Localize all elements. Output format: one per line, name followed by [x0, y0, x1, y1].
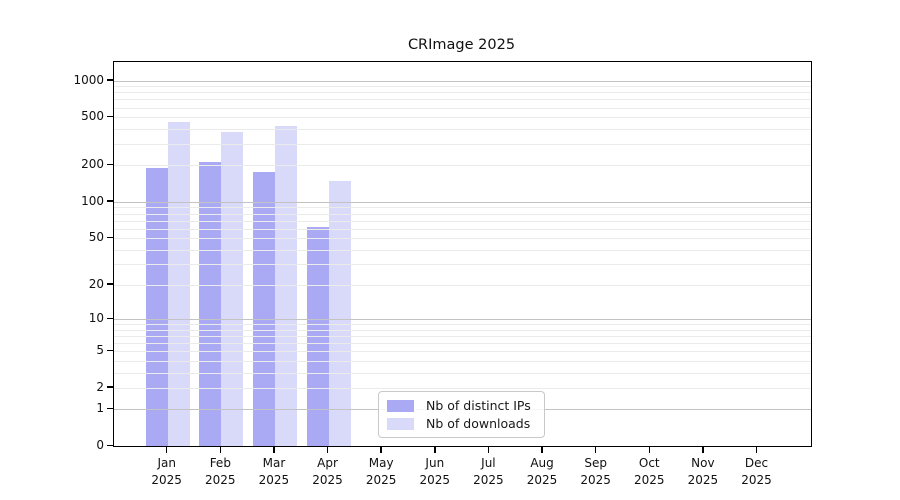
- y-tick-mark: [107, 386, 113, 388]
- x-tick-mark: [702, 446, 704, 453]
- y-tick-label: 100: [81, 193, 104, 208]
- gridline: [114, 117, 811, 119]
- legend-label-distinct-ips: Nb of distinct IPs: [426, 398, 531, 413]
- x-tick-label: Feb 2025: [205, 456, 236, 487]
- legend-label-downloads: Nb of downloads: [426, 416, 531, 431]
- x-tick-label: May 2025: [365, 456, 397, 487]
- x-tick-mark: [219, 446, 222, 453]
- x-tick-mark: [487, 446, 490, 453]
- gridline: [114, 284, 811, 286]
- x-tick-label: Jul 2025: [473, 456, 504, 487]
- bar-downloads: [328, 180, 351, 446]
- gridline: [114, 207, 811, 209]
- legend-item-downloads: Nb of downloads: [387, 415, 536, 432]
- gridline: [114, 92, 811, 94]
- y-tick-label: 1: [96, 401, 104, 416]
- y-tick-label: 2: [96, 379, 104, 394]
- gridline: [114, 343, 811, 345]
- x-tick-label: Jan 2025: [151, 456, 182, 487]
- y-tick-label: 0: [96, 438, 104, 452]
- gridline: [114, 387, 811, 389]
- gridline: [114, 329, 811, 331]
- y-tick-mark: [107, 407, 113, 410]
- x-tick-label: Sep 2025: [580, 456, 611, 487]
- downloads-swatch-icon: [387, 417, 414, 430]
- bar-distinct-ips: [199, 161, 222, 446]
- distinct-ips-swatch-icon: [387, 399, 414, 412]
- x-tick-label: Aug 2025: [526, 456, 558, 487]
- y-tick-mark: [107, 236, 113, 239]
- gridline: [114, 80, 811, 82]
- x-tick-label: Oct 2025: [633, 456, 665, 487]
- gridline: [114, 201, 811, 203]
- x-tick-mark: [755, 446, 758, 453]
- gridline: [114, 360, 811, 362]
- gridline: [114, 165, 811, 167]
- x-tick-mark: [165, 446, 168, 453]
- y-tick-label: 1000: [73, 72, 104, 87]
- x-tick-mark: [648, 446, 651, 453]
- gridline: [114, 107, 811, 109]
- bar-downloads: [167, 121, 190, 446]
- gridline: [114, 220, 811, 222]
- y-tick-label: 500: [81, 109, 104, 124]
- y-tick-mark: [107, 79, 113, 81]
- y-tick-label: 5: [96, 343, 104, 358]
- x-tick-mark: [594, 446, 597, 453]
- legend: Nb of distinct IPs Nb of downloads: [378, 391, 545, 438]
- x-tick-label: Apr 2025: [312, 456, 343, 487]
- y-tick-mark: [107, 200, 113, 202]
- x-tick-label: Nov 2025: [687, 456, 719, 487]
- gridline: [114, 144, 811, 146]
- gridline: [114, 128, 811, 130]
- y-tick-label: 200: [81, 157, 104, 172]
- bar-distinct-ips: [252, 172, 275, 446]
- x-tick-mark: [434, 446, 436, 453]
- y-tick-mark: [107, 317, 113, 320]
- x-tick-mark: [541, 446, 543, 453]
- y-tick-mark: [107, 444, 113, 446]
- gridline: [114, 351, 811, 353]
- bar-downloads: [221, 131, 244, 446]
- y-tick-mark: [107, 163, 113, 166]
- gridline: [114, 336, 811, 337]
- y-tick-label: 50: [88, 230, 104, 245]
- x-tick-label: Mar 2025: [258, 456, 290, 487]
- x-tick-mark: [326, 446, 329, 453]
- gridline: [114, 99, 811, 101]
- bar-downloads: [274, 126, 297, 446]
- gridline: [114, 372, 811, 374]
- gridline: [114, 319, 811, 321]
- x-tick-mark: [273, 446, 275, 453]
- gridline: [114, 249, 811, 251]
- gridline: [114, 228, 811, 230]
- y-tick-label: 10: [88, 311, 104, 326]
- plot-area: [113, 61, 812, 447]
- y-tick-mark: [107, 349, 113, 352]
- x-tick-label: Dec 2025: [741, 456, 772, 487]
- y-tick-label: 20: [88, 276, 104, 291]
- gridline: [114, 213, 811, 215]
- y-tick-mark: [107, 283, 113, 285]
- y-tick-mark: [107, 115, 113, 118]
- bar-distinct-ips: [145, 168, 168, 446]
- gridline: [114, 324, 811, 326]
- legend-item-distinct-ips: Nb of distinct IPs: [387, 397, 536, 414]
- gridline: [114, 264, 811, 266]
- gridline: [114, 86, 811, 88]
- chart-title: CRImage 2025: [407, 37, 516, 53]
- x-tick-mark: [380, 446, 382, 453]
- x-tick-label: Jun 2025: [419, 456, 451, 487]
- gridline: [114, 238, 811, 240]
